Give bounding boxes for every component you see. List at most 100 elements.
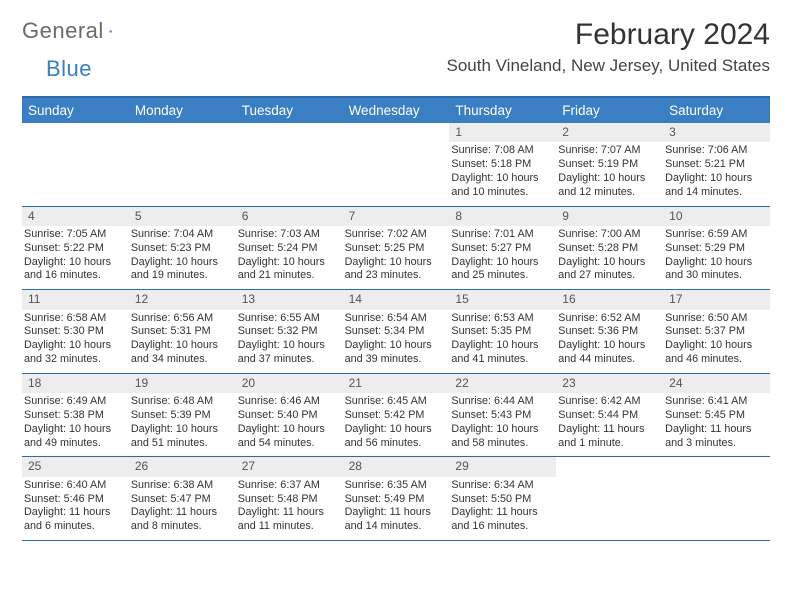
calendar-day-cell: 22Sunrise: 6:44 AMSunset: 5:43 PMDayligh… xyxy=(449,374,556,457)
day-number: 15 xyxy=(449,290,556,309)
day-sunrise: Sunrise: 6:49 AM xyxy=(24,395,125,409)
day-daylight: Daylight: 10 hours and 16 minutes. xyxy=(24,256,125,284)
day-sunset: Sunset: 5:50 PM xyxy=(451,493,552,507)
day-number: 10 xyxy=(663,207,770,226)
day-number: 2 xyxy=(556,123,663,142)
day-number: 9 xyxy=(556,207,663,226)
day-sunrise: Sunrise: 6:53 AM xyxy=(451,312,552,326)
calendar-day-cell: 1Sunrise: 7:08 AMSunset: 5:18 PMDaylight… xyxy=(449,123,556,206)
calendar-body: 1Sunrise: 7:08 AMSunset: 5:18 PMDaylight… xyxy=(22,123,770,541)
day-number: 4 xyxy=(22,207,129,226)
day-sunrise: Sunrise: 6:42 AM xyxy=(558,395,659,409)
calendar-day-cell: 23Sunrise: 6:42 AMSunset: 5:44 PMDayligh… xyxy=(556,374,663,457)
day-sunset: Sunset: 5:38 PM xyxy=(24,409,125,423)
day-number: 6 xyxy=(236,207,343,226)
calendar-day-cell: 6Sunrise: 7:03 AMSunset: 5:24 PMDaylight… xyxy=(236,207,343,290)
calendar-day-cell: 15Sunrise: 6:53 AMSunset: 5:35 PMDayligh… xyxy=(449,290,556,373)
calendar-day-cell: 8Sunrise: 7:01 AMSunset: 5:27 PMDaylight… xyxy=(449,207,556,290)
day-sunrise: Sunrise: 6:52 AM xyxy=(558,312,659,326)
day-daylight: Daylight: 10 hours and 56 minutes. xyxy=(345,423,446,451)
day-number: 5 xyxy=(129,207,236,226)
day-sunset: Sunset: 5:47 PM xyxy=(131,493,232,507)
day-number: 22 xyxy=(449,374,556,393)
day-number: 7 xyxy=(343,207,450,226)
calendar-day-cell: 21Sunrise: 6:45 AMSunset: 5:42 PMDayligh… xyxy=(343,374,450,457)
day-daylight: Daylight: 10 hours and 30 minutes. xyxy=(665,256,766,284)
calendar-day-cell: 24Sunrise: 6:41 AMSunset: 5:45 PMDayligh… xyxy=(663,374,770,457)
day-number: 1 xyxy=(449,123,556,142)
brand-word-1: General xyxy=(22,18,104,44)
day-sunset: Sunset: 5:25 PM xyxy=(345,242,446,256)
calendar-day-cell xyxy=(556,457,663,540)
calendar-day-cell: 18Sunrise: 6:49 AMSunset: 5:38 PMDayligh… xyxy=(22,374,129,457)
day-number: 26 xyxy=(129,457,236,476)
day-number: 20 xyxy=(236,374,343,393)
brand-word-2: Blue xyxy=(46,56,92,82)
day-daylight: Daylight: 10 hours and 46 minutes. xyxy=(665,339,766,367)
day-sunset: Sunset: 5:28 PM xyxy=(558,242,659,256)
day-sunset: Sunset: 5:43 PM xyxy=(451,409,552,423)
day-sunset: Sunset: 5:44 PM xyxy=(558,409,659,423)
day-sunrise: Sunrise: 6:38 AM xyxy=(131,479,232,493)
calendar-day-cell: 28Sunrise: 6:35 AMSunset: 5:49 PMDayligh… xyxy=(343,457,450,540)
day-daylight: Daylight: 10 hours and 34 minutes. xyxy=(131,339,232,367)
day-sunrise: Sunrise: 6:48 AM xyxy=(131,395,232,409)
calendar-day-cell xyxy=(663,457,770,540)
calendar-day-cell: 4Sunrise: 7:05 AMSunset: 5:22 PMDaylight… xyxy=(22,207,129,290)
calendar-header-cell: Tuesday xyxy=(236,98,343,123)
day-sunrise: Sunrise: 6:55 AM xyxy=(238,312,339,326)
day-sunrise: Sunrise: 6:37 AM xyxy=(238,479,339,493)
day-sunrise: Sunrise: 6:59 AM xyxy=(665,228,766,242)
day-daylight: Daylight: 10 hours and 27 minutes. xyxy=(558,256,659,284)
calendar-day-cell: 19Sunrise: 6:48 AMSunset: 5:39 PMDayligh… xyxy=(129,374,236,457)
calendar-day-cell: 29Sunrise: 6:34 AMSunset: 5:50 PMDayligh… xyxy=(449,457,556,540)
calendar-header-cell: Thursday xyxy=(449,98,556,123)
calendar-header-cell: Saturday xyxy=(663,98,770,123)
day-daylight: Daylight: 10 hours and 14 minutes. xyxy=(665,172,766,200)
day-number: 13 xyxy=(236,290,343,309)
day-sunrise: Sunrise: 6:58 AM xyxy=(24,312,125,326)
day-daylight: Daylight: 10 hours and 21 minutes. xyxy=(238,256,339,284)
day-sunrise: Sunrise: 6:56 AM xyxy=(131,312,232,326)
day-daylight: Daylight: 10 hours and 49 minutes. xyxy=(24,423,125,451)
calendar-day-cell: 9 Sunrise: 7:00 AMSunset: 5:28 PMDaylight… xyxy=(556,207,663,290)
day-sunset: Sunset: 5:30 PM xyxy=(24,325,125,339)
day-daylight: Daylight: 10 hours and 23 minutes. xyxy=(345,256,446,284)
day-sunrise: Sunrise: 7:04 AM xyxy=(131,228,232,242)
calendar-day-cell: 3Sunrise: 7:06 AMSunset: 5:21 PMDaylight… xyxy=(663,123,770,206)
day-daylight: Daylight: 10 hours and 37 minutes. xyxy=(238,339,339,367)
day-daylight: Daylight: 11 hours and 8 minutes. xyxy=(131,506,232,534)
calendar-header-cell: Monday xyxy=(129,98,236,123)
calendar-week: 11Sunrise: 6:58 AMSunset: 5:30 PMDayligh… xyxy=(22,290,770,374)
day-number: 28 xyxy=(343,457,450,476)
day-sunrise: Sunrise: 7:00 AM xyxy=(558,228,659,242)
calendar-day-cell: 16Sunrise: 6:52 AMSunset: 5:36 PMDayligh… xyxy=(556,290,663,373)
day-sunset: Sunset: 5:29 PM xyxy=(665,242,766,256)
day-sunset: Sunset: 5:31 PM xyxy=(131,325,232,339)
day-daylight: Daylight: 10 hours and 25 minutes. xyxy=(451,256,552,284)
day-sunset: Sunset: 5:36 PM xyxy=(558,325,659,339)
day-sunset: Sunset: 5:24 PM xyxy=(238,242,339,256)
day-number: 25 xyxy=(22,457,129,476)
day-sunset: Sunset: 5:49 PM xyxy=(345,493,446,507)
location-subtitle: South Vineland, New Jersey, United State… xyxy=(447,56,771,76)
day-sunrise: Sunrise: 7:08 AM xyxy=(451,144,552,158)
day-sunrise: Sunrise: 6:34 AM xyxy=(451,479,552,493)
day-number: 11 xyxy=(22,290,129,309)
day-daylight: Daylight: 10 hours and 32 minutes. xyxy=(24,339,125,367)
calendar-day-cell xyxy=(343,123,450,206)
day-number: 24 xyxy=(663,374,770,393)
brand-logo: General xyxy=(22,18,133,44)
day-number: 14 xyxy=(343,290,450,309)
day-sunset: Sunset: 5:45 PM xyxy=(665,409,766,423)
day-daylight: Daylight: 11 hours and 3 minutes. xyxy=(665,423,766,451)
calendar-day-cell: 17Sunrise: 6:50 AMSunset: 5:37 PMDayligh… xyxy=(663,290,770,373)
calendar-day-cell: 2Sunrise: 7:07 AMSunset: 5:19 PMDaylight… xyxy=(556,123,663,206)
day-sunrise: Sunrise: 7:01 AM xyxy=(451,228,552,242)
day-daylight: Daylight: 10 hours and 39 minutes. xyxy=(345,339,446,367)
day-sunset: Sunset: 5:39 PM xyxy=(131,409,232,423)
day-daylight: Daylight: 10 hours and 58 minutes. xyxy=(451,423,552,451)
day-sunset: Sunset: 5:23 PM xyxy=(131,242,232,256)
day-daylight: Daylight: 10 hours and 54 minutes. xyxy=(238,423,339,451)
sail-icon xyxy=(109,21,113,41)
